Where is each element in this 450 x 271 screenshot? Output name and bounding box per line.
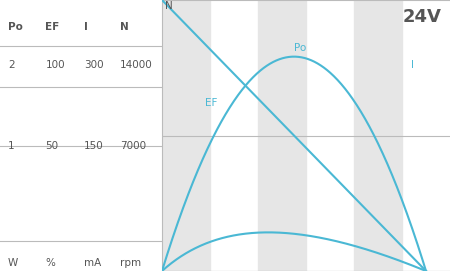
Text: %: % (45, 258, 55, 268)
Text: rpm: rpm (120, 258, 141, 268)
Text: I: I (411, 60, 414, 70)
Text: mA: mA (84, 258, 102, 268)
Text: N: N (120, 22, 129, 32)
Text: Po: Po (8, 22, 23, 32)
Text: 2: 2 (8, 60, 15, 70)
Text: I: I (84, 22, 88, 32)
Text: W: W (8, 258, 18, 268)
Text: 50: 50 (45, 141, 58, 151)
Text: EF: EF (45, 22, 59, 32)
Text: EF: EF (205, 98, 218, 108)
Text: N: N (165, 1, 173, 11)
Bar (162, 0, 210, 271)
Text: 1: 1 (8, 141, 15, 151)
Text: 100: 100 (45, 60, 65, 70)
Text: 7000: 7000 (120, 141, 146, 151)
Text: 300: 300 (84, 60, 104, 70)
Bar (258, 0, 306, 271)
Text: 24V: 24V (402, 8, 441, 26)
Text: Po: Po (294, 43, 306, 53)
Bar (354, 0, 402, 271)
Text: 14000: 14000 (120, 60, 153, 70)
Text: 150: 150 (84, 141, 104, 151)
